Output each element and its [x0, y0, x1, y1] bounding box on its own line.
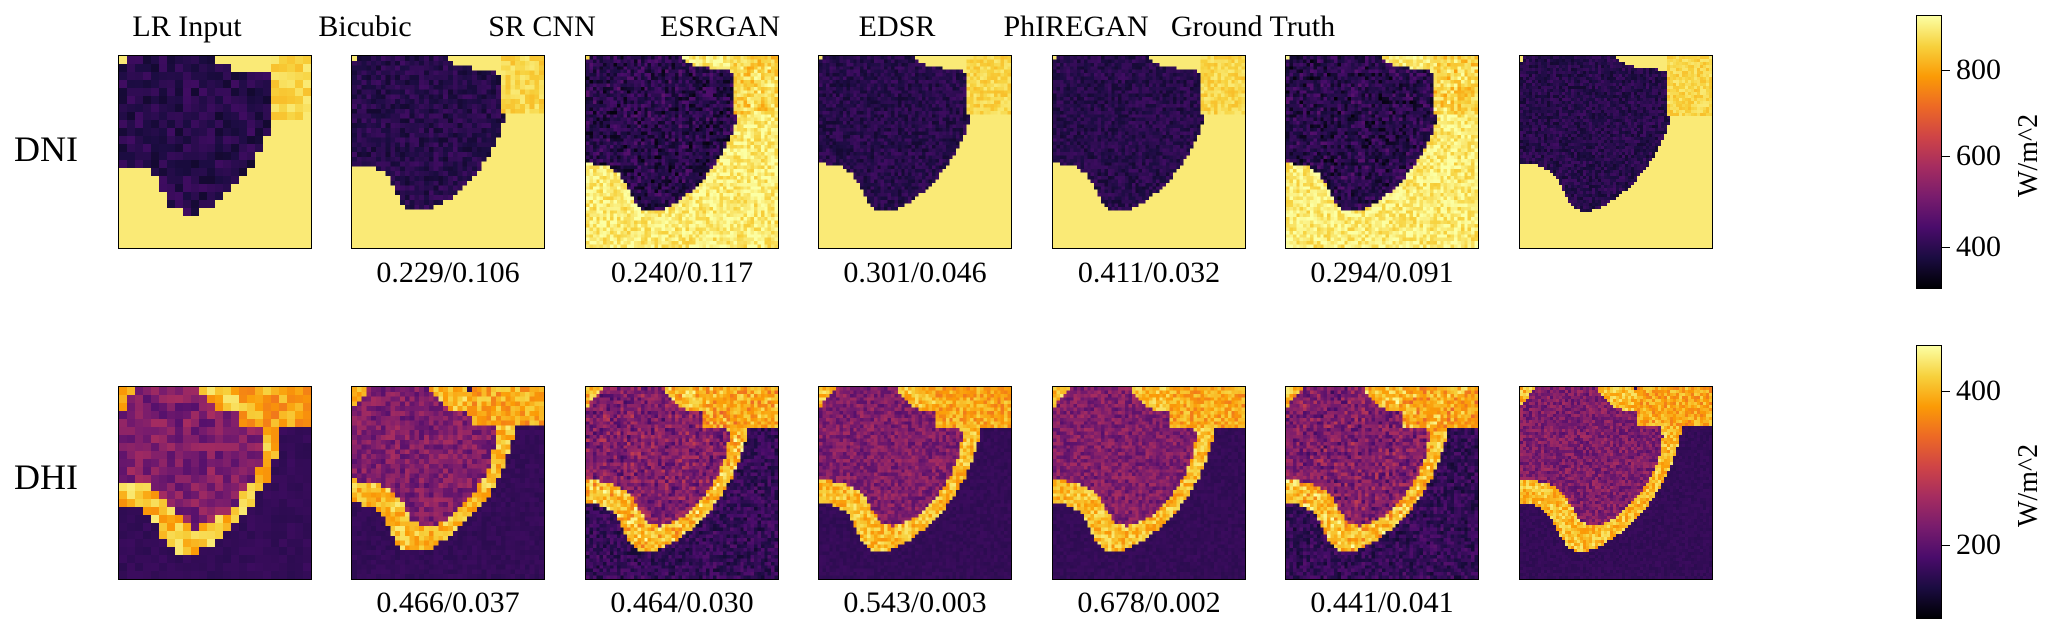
row-label-dni: DNI: [14, 128, 78, 170]
colorbar-tick-label: 400: [1956, 376, 2001, 406]
colorbar-tick: [1942, 247, 1950, 248]
heatmap-panel: [1519, 386, 1713, 580]
column-title-edsr: EDSR: [787, 10, 1007, 44]
heatmap-panel: [1285, 386, 1479, 580]
colorbar-tick: [1942, 156, 1950, 157]
heatmap-image: [586, 387, 778, 579]
column-title-sr-cnn: SR CNN: [432, 10, 652, 44]
heatmap-image: [1053, 387, 1245, 579]
heatmap-panel: [351, 386, 545, 580]
column-title-esrgan: ESRGAN: [610, 10, 830, 44]
column-title-lr-input: LR Input: [77, 10, 297, 44]
heatmap-panel: [585, 386, 779, 580]
heatmap-image: [819, 387, 1011, 579]
heatmap-image: [819, 56, 1011, 248]
metric-esrgan-dhi: 0.543/0.003: [805, 586, 1025, 620]
heatmap-image: [119, 387, 311, 579]
heatmap-panel: [118, 55, 312, 249]
heatmap-image: [352, 387, 544, 579]
metric-edsr-dhi: 0.678/0.002: [1039, 586, 1259, 620]
heatmap-image: [586, 56, 778, 248]
colorbar-tick: [1942, 391, 1950, 392]
metric-phiregan-dni: 0.294/0.091: [1272, 256, 1492, 290]
row-label-dhi: DHI: [14, 456, 78, 498]
metric-edsr-dni: 0.411/0.032: [1039, 256, 1259, 290]
metric-srcnn-dhi: 0.464/0.030: [572, 586, 792, 620]
heatmap-panel: [585, 55, 779, 249]
column-title-phiregan: PhIREGAN: [966, 10, 1186, 44]
colorbar-tick-label: 600: [1956, 141, 2001, 171]
column-title-ground-truth: Ground Truth: [1143, 10, 1363, 44]
column-title-bicubic: Bicubic: [255, 10, 475, 44]
heatmap-panel: [818, 386, 1012, 580]
heatmap-image: [1520, 56, 1712, 248]
colorbar-label-dni: W/m^2: [2013, 114, 2047, 197]
heatmap-panel: [351, 55, 545, 249]
heatmap-panel: [1519, 55, 1713, 249]
colorbar-tick: [1942, 70, 1950, 71]
heatmap-image: [1286, 56, 1478, 248]
heatmap-image: [1286, 387, 1478, 579]
colorbar-label-dhi: W/m^2: [2013, 444, 2047, 527]
heatmap-image: [352, 56, 544, 248]
colorbar-tick-label: 800: [1956, 55, 2001, 85]
metric-srcnn-dni: 0.240/0.117: [572, 256, 792, 290]
metric-bicubic-dni: 0.229/0.106: [338, 256, 558, 290]
metric-phiregan-dhi: 0.441/0.041: [1272, 586, 1492, 620]
heatmap-panel: [818, 55, 1012, 249]
colorbar-tick: [1942, 545, 1950, 546]
heatmap-panel: [1285, 55, 1479, 249]
heatmap-panel: [1052, 55, 1246, 249]
metric-esrgan-dni: 0.301/0.046: [805, 256, 1025, 290]
metric-bicubic-dhi: 0.466/0.037: [338, 586, 558, 620]
heatmap-image: [1053, 56, 1245, 248]
colorbar-tick-label: 400: [1956, 232, 2001, 262]
heatmap-image: [119, 56, 311, 248]
colorbar-dni: [1916, 15, 1942, 289]
heatmap-image: [1520, 387, 1712, 579]
colorbar-dhi: [1916, 345, 1942, 619]
colorbar-tick-label: 200: [1956, 530, 2001, 560]
heatmap-panel: [1052, 386, 1246, 580]
heatmap-panel: [118, 386, 312, 580]
